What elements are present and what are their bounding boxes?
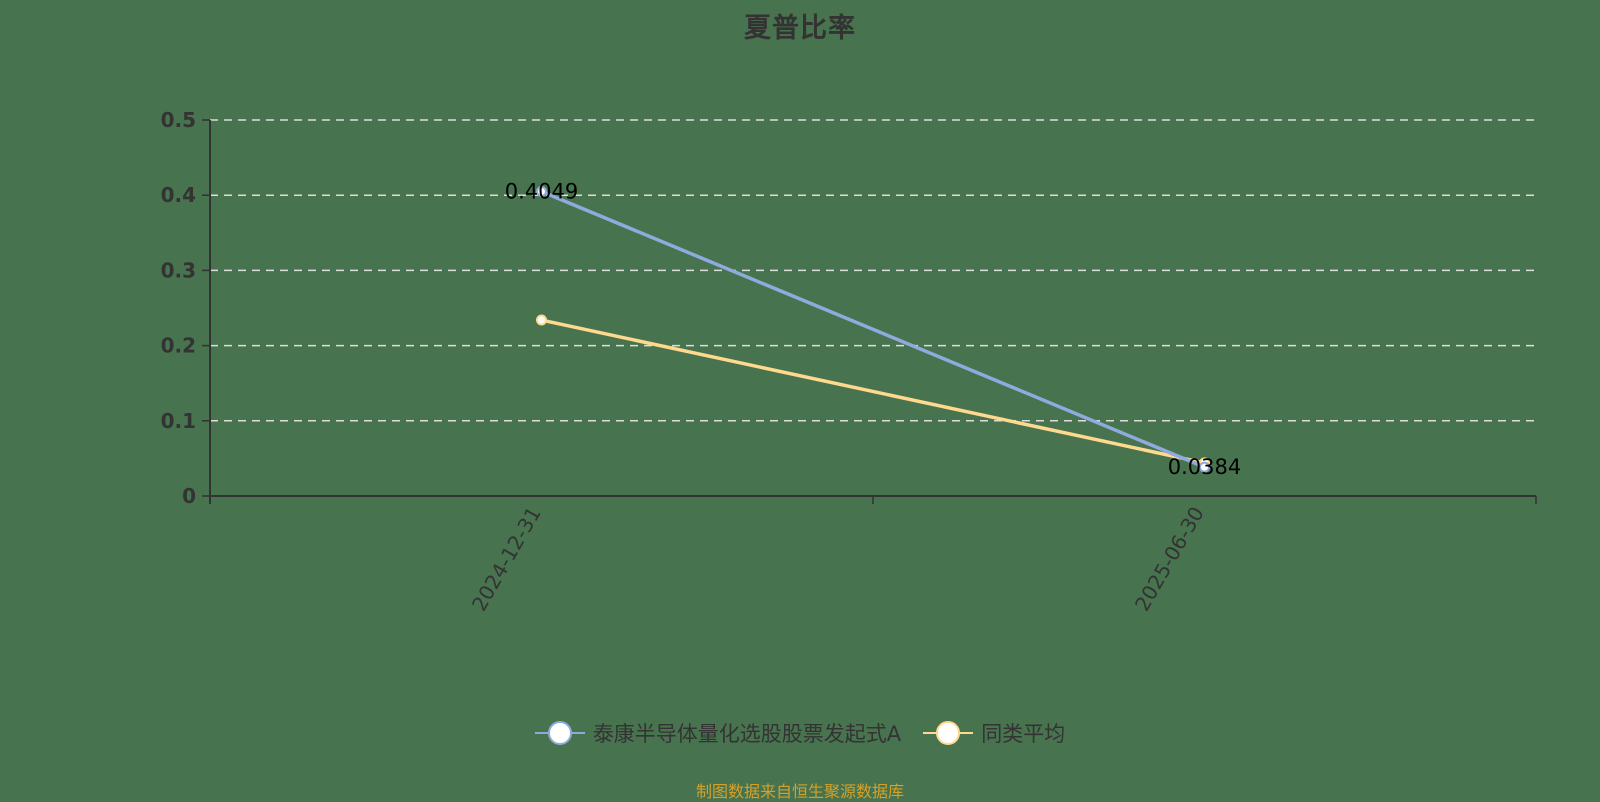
y-tick-label: 0.2 xyxy=(161,334,196,358)
legend-marker-icon xyxy=(534,720,585,746)
data-point[interactable] xyxy=(1199,461,1210,473)
line-chart: 0 0.1 0.2 0.3 0.4 0.5 2024-12-31 2025-06-30 0.4… xyxy=(161,108,1537,616)
x-tick-label: 2025-06-30 xyxy=(1130,503,1209,616)
legend-label: 泰康半导体量化选股股票发起式A xyxy=(592,722,902,746)
y-tick-label: 0 xyxy=(182,484,196,508)
series-lines xyxy=(536,186,1210,473)
grid-lines xyxy=(210,119,1536,422)
y-tick-label: 0.3 xyxy=(161,258,196,282)
data-source-note: 制图数据来自恒生聚源数据库 xyxy=(695,782,904,801)
legend-item-peer-average[interactable]: 同类平均 xyxy=(923,718,1065,748)
x-tick-label: 2024-12-31 xyxy=(467,503,546,616)
legend-marker-icon xyxy=(923,720,974,746)
data-point[interactable] xyxy=(536,186,547,198)
data-labels: 0.4049 0.0384 xyxy=(505,180,1241,480)
legend: 泰康半导体量化选股股票发起式A 同类平均 xyxy=(0,718,1600,748)
y-tick-label: 0.5 xyxy=(161,108,196,132)
y-tick-label: 0.1 xyxy=(161,409,196,433)
data-value-label: 0.4049 xyxy=(505,180,578,204)
y-tick-label: 0.4 xyxy=(161,183,196,207)
series-line xyxy=(541,318,1205,465)
axes: 0 0.1 0.2 0.3 0.4 0.5 2024-12-31 2025-06-30 xyxy=(161,108,1537,616)
legend-item-fund[interactable]: 泰康半导体量化选股股票发起式A xyxy=(534,718,902,748)
chart-title: 夏普比率 xyxy=(744,13,856,44)
series-line xyxy=(540,189,1206,469)
data-value-label: 0.0384 xyxy=(1168,455,1241,479)
legend-label: 同类平均 xyxy=(981,722,1066,746)
data-point[interactable] xyxy=(536,314,547,326)
